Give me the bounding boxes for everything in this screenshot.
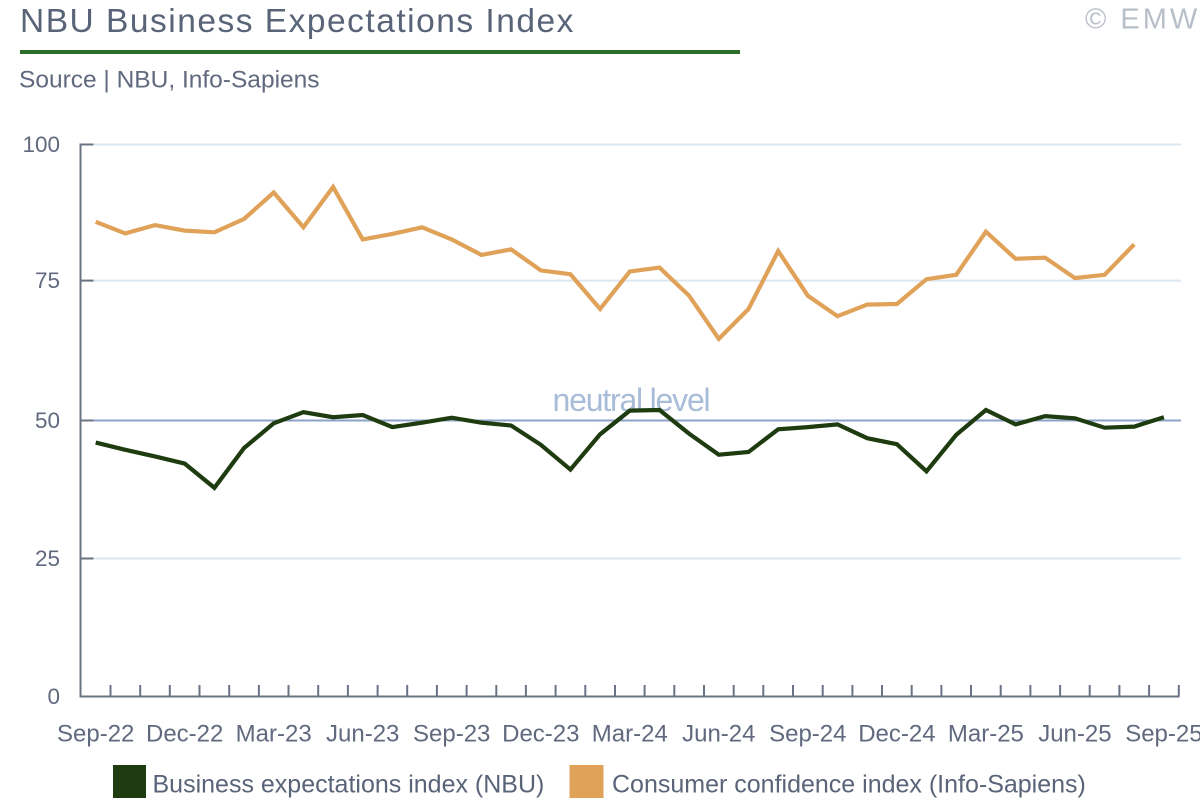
svg-text:0: 0	[47, 684, 60, 709]
svg-text:Sep-25: Sep-25	[1125, 721, 1200, 748]
svg-text:Dec-23: Dec-23	[502, 721, 579, 748]
svg-text:Dec-22: Dec-22	[146, 721, 223, 748]
svg-text:Dec-24: Dec-24	[858, 721, 935, 748]
svg-text:Sep-24: Sep-24	[769, 721, 846, 748]
svg-text:Jun-25: Jun-25	[1038, 721, 1111, 748]
svg-text:Mar-24: Mar-24	[592, 721, 668, 748]
svg-text:NBU Business Expectations Inde: NBU Business Expectations Index	[20, 3, 575, 40]
svg-text:25: 25	[35, 546, 60, 571]
svg-text:100: 100	[22, 132, 60, 157]
svg-text:Jun-24: Jun-24	[682, 721, 755, 748]
svg-text:© EMW: © EMW	[1085, 4, 1200, 36]
svg-text:Sep-23: Sep-23	[413, 721, 490, 748]
svg-text:Jun-23: Jun-23	[326, 721, 399, 748]
svg-text:Business expectations index (N: Business expectations index (NBU)	[153, 771, 545, 799]
svg-text:50: 50	[35, 408, 60, 433]
svg-text:Sep-22: Sep-22	[57, 721, 134, 748]
svg-text:Mar-25: Mar-25	[948, 721, 1024, 748]
svg-text:Source | NBU, Info-Sapiens: Source | NBU, Info-Sapiens	[19, 67, 320, 94]
svg-text:Consumer confidence index (Inf: Consumer confidence index (Info-Sapiens)	[612, 771, 1086, 799]
svg-text:Mar-23: Mar-23	[236, 721, 312, 748]
svg-text:75: 75	[35, 268, 60, 293]
